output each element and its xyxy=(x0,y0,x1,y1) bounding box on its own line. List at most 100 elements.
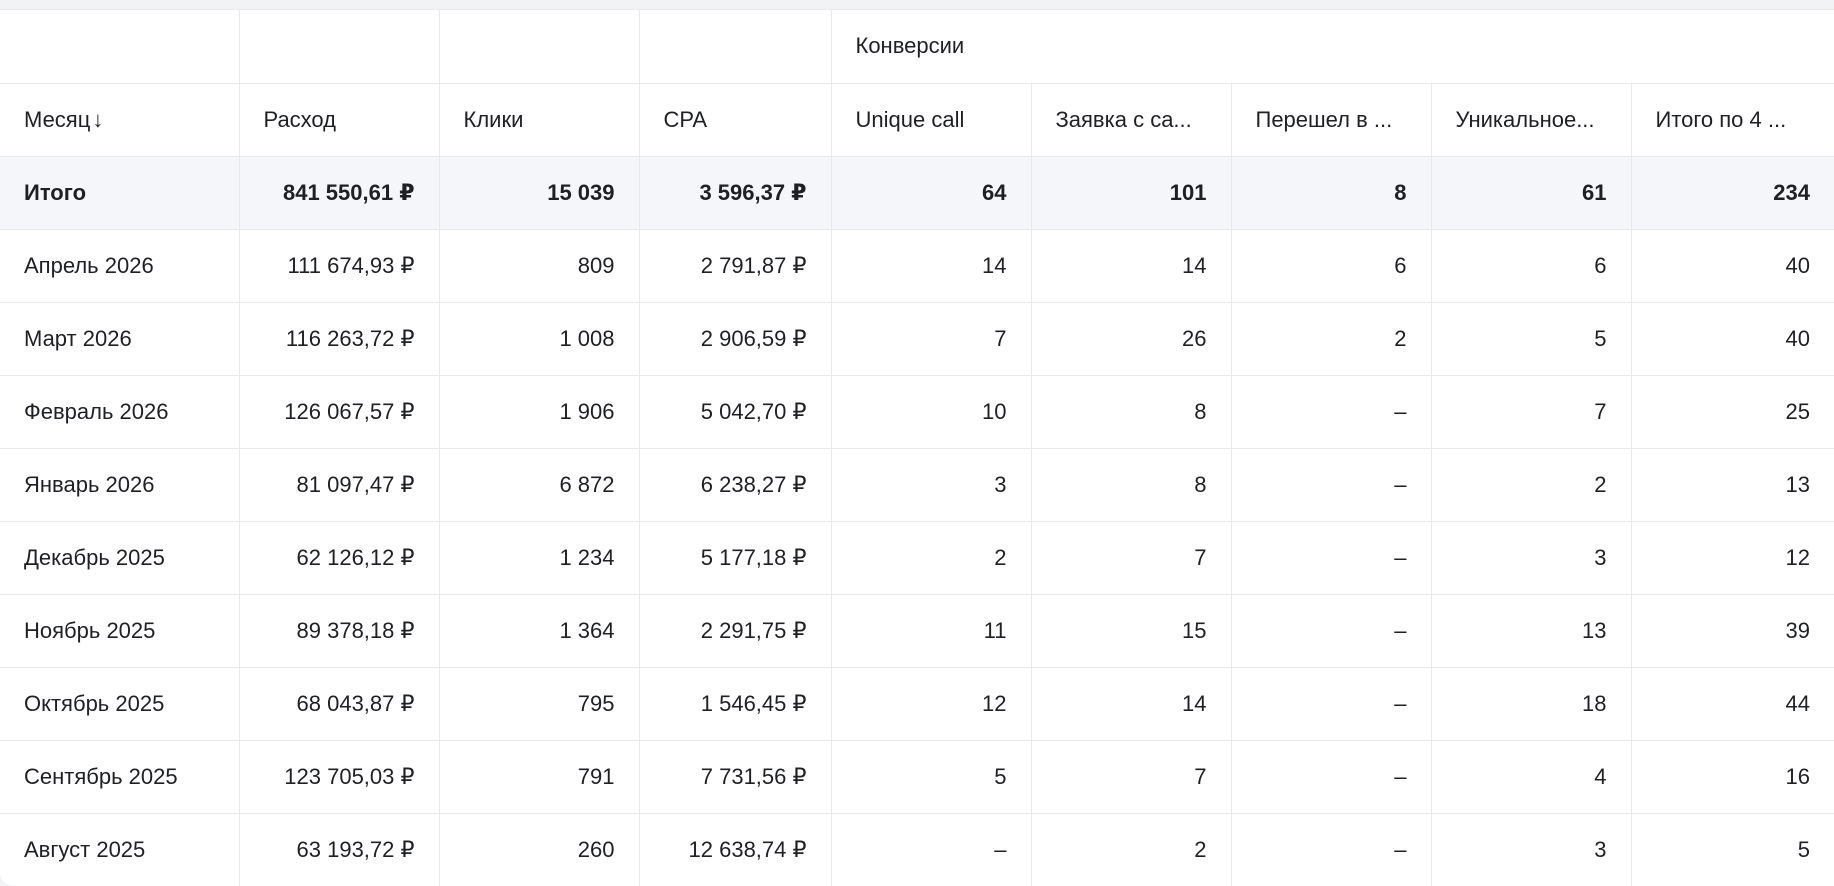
table-cell: 1 234 xyxy=(439,521,640,595)
table-cell: 14 xyxy=(831,229,1032,303)
column-header-cpa[interactable]: CPA xyxy=(639,83,832,157)
column-header-went-to[interactable]: Перешел в ... xyxy=(1231,83,1432,157)
table-cell: 12 xyxy=(831,667,1032,741)
table-cell: 2 xyxy=(831,521,1032,595)
total-cell: 8 xyxy=(1231,156,1432,230)
table-cell: 16 xyxy=(1631,740,1834,814)
table-cell: 40 xyxy=(1631,229,1834,303)
column-header-unique[interactable]: Уникальное... xyxy=(1431,83,1632,157)
table-cell: 11 xyxy=(831,594,1032,668)
table-cell: 14 xyxy=(1031,667,1232,741)
table-cell: 14 xyxy=(1031,229,1232,303)
table-cell: 63 193,72 ₽ xyxy=(239,813,440,886)
conversions-report-table: Конверсии Месяц↓ Расход Клики CPA Unique… xyxy=(0,10,1834,886)
column-header-site-request[interactable]: Заявка с са... xyxy=(1031,83,1232,157)
table-cell: 2 xyxy=(1231,302,1432,376)
table-cell: 12 638,74 ₽ xyxy=(639,813,832,886)
row-month-label: Ноябрь 2025 xyxy=(0,594,240,668)
total-cell: 234 xyxy=(1631,156,1834,230)
total-cell: 15 039 xyxy=(439,156,640,230)
table-cell: 7 xyxy=(1431,375,1632,449)
row-month-label: Август 2025 xyxy=(0,813,240,886)
column-header-unique-call[interactable]: Unique call xyxy=(831,83,1032,157)
table-cell: 123 705,03 ₽ xyxy=(239,740,440,814)
table-cell: 25 xyxy=(1631,375,1834,449)
row-month-label: Январь 2026 xyxy=(0,448,240,522)
table-row: Август 2025 63 193,72 ₽260 12 638,74 ₽ –2–3… xyxy=(0,813,1834,886)
table-cell: 81 097,47 ₽ xyxy=(239,448,440,522)
row-month-label: Сентябрь 2025 xyxy=(0,740,240,814)
table-cell: 10 xyxy=(831,375,1032,449)
table-cell: 4 xyxy=(1431,740,1632,814)
table-cell: 6 872 xyxy=(439,448,640,522)
empty-group-cell xyxy=(239,10,440,84)
table-cell: 44 xyxy=(1631,667,1834,741)
table-cell: 5 xyxy=(1631,813,1834,886)
table-row: Март 2026 116 263,72 ₽1 008 2 906,59 ₽7 26 2… xyxy=(0,302,1834,376)
table-cell: 15 xyxy=(1031,594,1232,668)
table-cell: 7 xyxy=(1031,740,1232,814)
table-cell: 18 xyxy=(1431,667,1632,741)
table-cell: 12 xyxy=(1631,521,1834,595)
table-body: Итого 841 550,61 ₽ 15 039 3 596,37 ₽ 64 … xyxy=(0,156,1834,886)
table-cell: 791 xyxy=(439,740,640,814)
table-row: Декабрь 2025 62 126,12 ₽1 234 5 177,18 ₽2 7… xyxy=(0,521,1834,595)
row-month-label: Декабрь 2025 xyxy=(0,521,240,595)
table-cell: 111 674,93 ₽ xyxy=(239,229,440,303)
arrow-down-icon[interactable]: ↓ xyxy=(92,106,104,132)
column-header-label: Месяц xyxy=(24,106,91,132)
table-row: Апрель 2026 111 674,93 ₽809 2 791,87 ₽14 14… xyxy=(0,229,1834,303)
table-row: Октябрь 2025 68 043,87 ₽795 1 546,45 ₽12 14… xyxy=(0,667,1834,741)
table-cell: 6 xyxy=(1431,229,1632,303)
table-cell: 89 378,18 ₽ xyxy=(239,594,440,668)
group-header-row: Конверсии xyxy=(0,10,1834,84)
table-cell: 8 xyxy=(1031,375,1232,449)
table-cell: 26 xyxy=(1031,302,1232,376)
table-cell: 6 xyxy=(1231,229,1432,303)
empty-group-cell xyxy=(0,10,240,84)
table-cell: – xyxy=(1231,813,1432,886)
total-row: Итого 841 550,61 ₽ 15 039 3 596,37 ₽ 64 … xyxy=(0,156,1834,230)
empty-group-cell xyxy=(639,10,832,84)
report-card: Конверсии Месяц↓ Расход Клики CPA Unique… xyxy=(0,9,1834,886)
table-cell: 116 263,72 ₽ xyxy=(239,302,440,376)
table-row: Январь 2026 81 097,47 ₽6 872 6 238,27 ₽3 8–… xyxy=(0,448,1834,522)
table-cell: 1 906 xyxy=(439,375,640,449)
table-cell: 68 043,87 ₽ xyxy=(239,667,440,741)
table-cell: 1 008 xyxy=(439,302,640,376)
table-cell: 2 906,59 ₽ xyxy=(639,302,832,376)
table-cell: 1 546,45 ₽ xyxy=(639,667,832,741)
column-header-clicks[interactable]: Клики xyxy=(439,83,640,157)
table-cell: 2 291,75 ₽ xyxy=(639,594,832,668)
total-cell: 3 596,37 ₽ xyxy=(639,156,832,230)
table-cell: 7 731,56 ₽ xyxy=(639,740,832,814)
table-cell: 2 xyxy=(1031,813,1232,886)
column-header-month[interactable]: Месяц↓ xyxy=(0,83,240,157)
table-cell: 809 xyxy=(439,229,640,303)
column-header-total-4[interactable]: Итого по 4 ... xyxy=(1631,83,1834,157)
table-cell: – xyxy=(1231,594,1432,668)
table-cell: 260 xyxy=(439,813,640,886)
table-cell: 40 xyxy=(1631,302,1834,376)
table-cell: 2 791,87 ₽ xyxy=(639,229,832,303)
row-month-label: Апрель 2026 xyxy=(0,229,240,303)
table-cell: – xyxy=(1231,521,1432,595)
table-cell: 1 364 xyxy=(439,594,640,668)
table-cell: 62 126,12 ₽ xyxy=(239,521,440,595)
table-row: Ноябрь 2025 89 378,18 ₽1 364 2 291,75 ₽11 1… xyxy=(0,594,1834,668)
total-cell: 101 xyxy=(1031,156,1232,230)
row-month-label: Март 2026 xyxy=(0,302,240,376)
table-cell: – xyxy=(831,813,1032,886)
table-cell: 5 xyxy=(1431,302,1632,376)
total-cell: 64 xyxy=(831,156,1032,230)
table-cell: 6 238,27 ₽ xyxy=(639,448,832,522)
column-header-spend[interactable]: Расход xyxy=(239,83,440,157)
table-cell: – xyxy=(1231,375,1432,449)
table-cell: 126 067,57 ₽ xyxy=(239,375,440,449)
table-cell: 13 xyxy=(1631,448,1834,522)
table-cell: – xyxy=(1231,448,1432,522)
table-cell: 3 xyxy=(831,448,1032,522)
table-cell: 7 xyxy=(831,302,1032,376)
total-label: Итого xyxy=(0,156,240,230)
table-cell: – xyxy=(1231,667,1432,741)
